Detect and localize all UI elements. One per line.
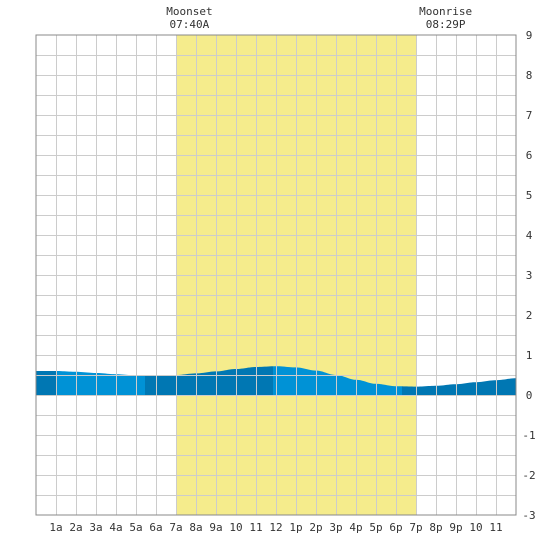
x-tick-label: 9a [209,521,222,534]
x-tick-label: 10 [469,521,482,534]
moon-event-time: 07:40A [170,18,210,31]
x-tick-label: 7a [169,521,182,534]
tide-area-segment [36,371,56,395]
x-tick-label: 5p [369,521,382,534]
x-tick-label: 1p [289,521,302,534]
x-tick-label: 7p [409,521,422,534]
x-tick-label: 4a [109,521,122,534]
y-tick-label: 1 [526,349,533,362]
y-tick-label: -1 [522,429,535,442]
x-tick-label: 4p [349,521,362,534]
y-tick-label: -3 [522,509,535,522]
x-tick-label: 9p [449,521,462,534]
y-tick-label: 7 [526,109,533,122]
tide-area-segment [273,366,402,395]
y-tick-labels: 9 8 7 6 5 4 3 2 1 0 -1 -2 -3 [522,29,535,522]
grid-lines [36,35,516,515]
x-tick-label: 5a [129,521,142,534]
y-tick-label: 0 [526,389,533,402]
x-tick-label: 2a [69,521,82,534]
moon-event-label: Moonset [166,5,212,18]
moon-event-time: 08:29P [426,18,466,31]
plot-border [35,34,517,516]
x-tick-label: 11 [489,521,502,534]
tide-area-segment [56,371,145,395]
y-tick-label: 8 [526,69,533,82]
y-tick-label: -2 [522,469,535,482]
x-tick-label: 2p [309,521,322,534]
tide-area-segment [402,378,516,395]
x-tick-label: 6p [389,521,402,534]
x-tick-label: 11 [249,521,262,534]
x-tick-labels: 1a 2a 3a 4a 5a 6a 7a 8a 9a 10 11 12 1p 2p 3p 4p 5p 6p 7p 8p… [49,521,502,534]
y-tick-label: 3 [526,269,533,282]
y-tick-label: 5 [526,189,533,202]
x-tick-label: 3p [329,521,342,534]
x-tick-label: 8a [189,521,202,534]
x-tick-label: 6a [149,521,162,534]
x-tick-label: 12 [269,521,282,534]
y-tick-label: 6 [526,149,533,162]
x-tick-label: 8p [429,521,442,534]
x-tick-label: 10 [229,521,242,534]
y-tick-label: 9 [526,29,533,42]
y-tick-label: 2 [526,309,533,322]
moon-event-label: Moonrise [419,5,472,18]
y-tick-label: 4 [526,229,533,242]
x-tick-label: 3a [89,521,102,534]
x-tick-label: 1a [49,521,62,534]
